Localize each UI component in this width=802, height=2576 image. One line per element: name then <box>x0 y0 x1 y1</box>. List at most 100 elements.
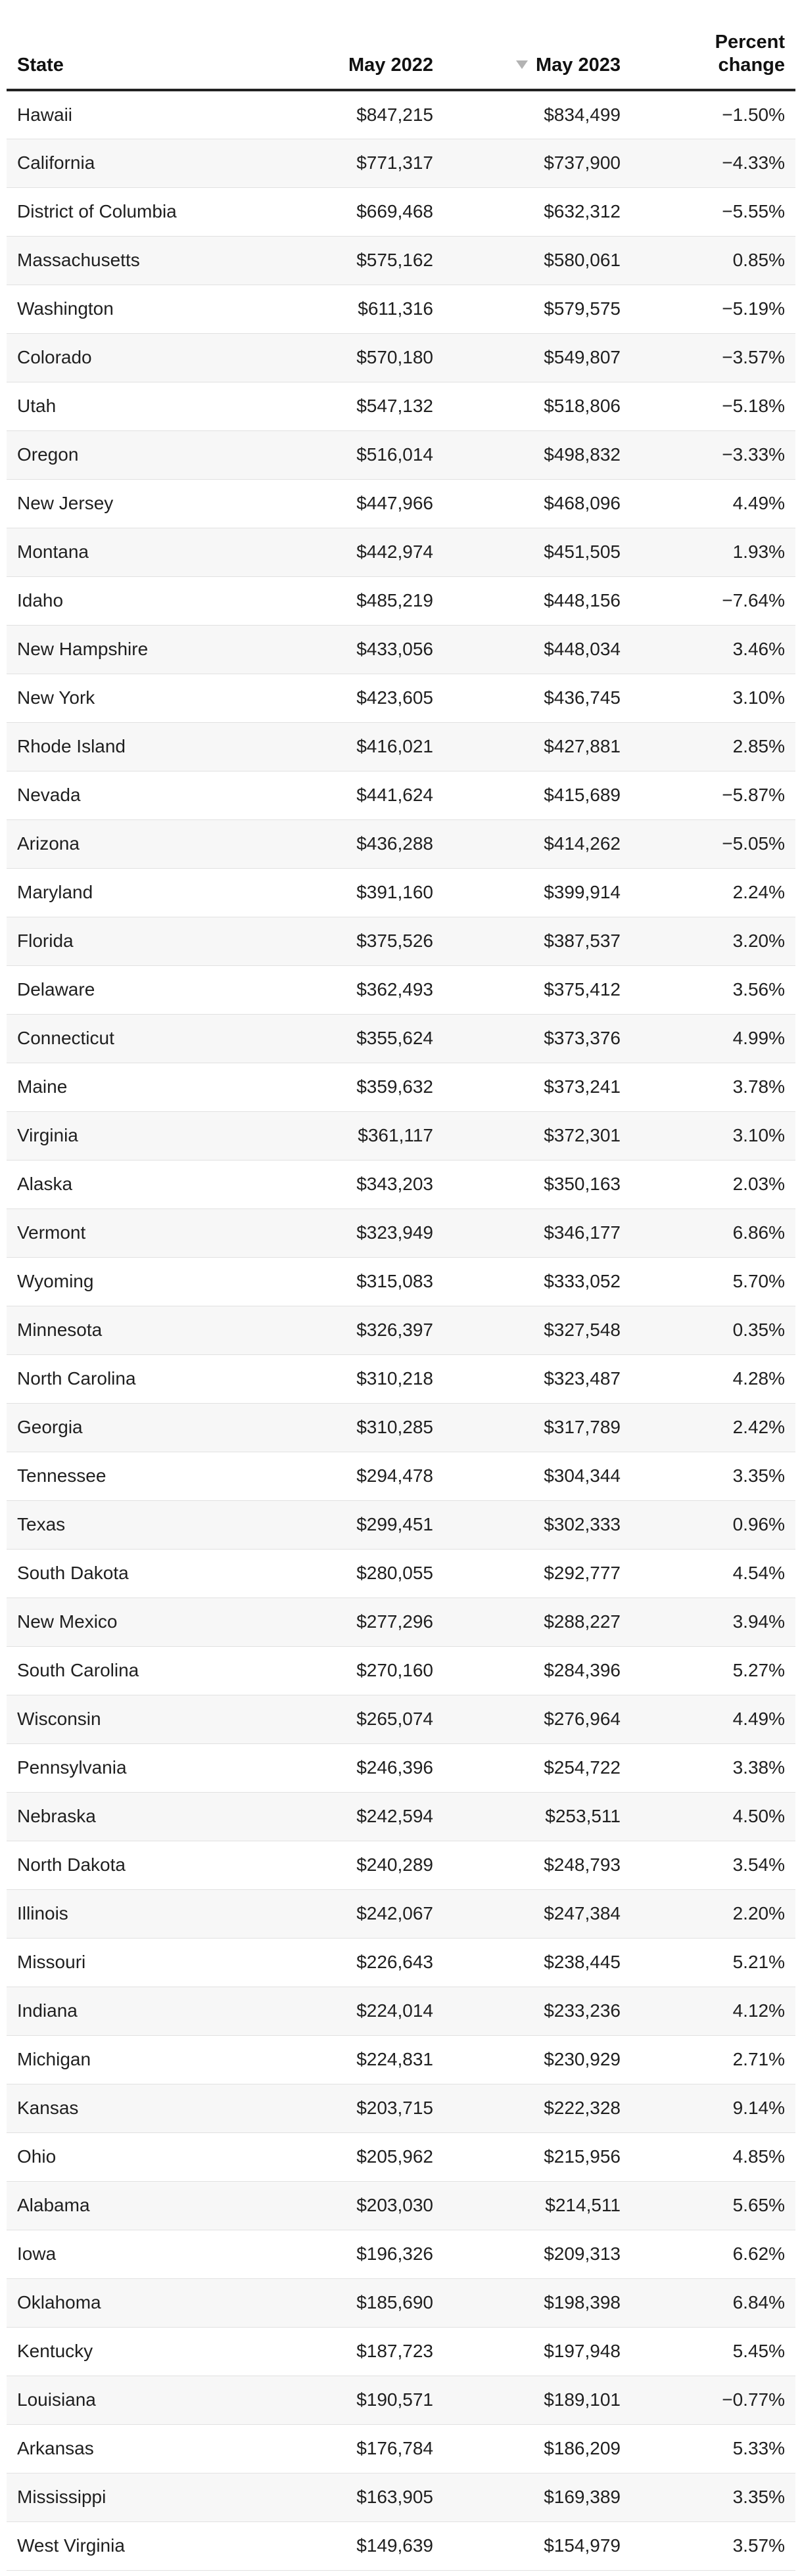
may-2022-cell: $226,643 <box>266 1938 444 1987</box>
percent-change-cell: 3.35% <box>631 2473 795 2522</box>
may-2022-cell: $280,055 <box>266 1549 444 1598</box>
table-row: South Carolina $270,160 $284,396 5.27% <box>7 1646 795 1695</box>
percent-change-cell: 2.42% <box>631 1403 795 1452</box>
table-row: Arizona $436,288 $414,262 −5.05% <box>7 819 795 869</box>
state-cell: New York <box>7 674 266 723</box>
may-2022-cell: $265,074 <box>266 1695 444 1744</box>
may-2022-cell: $326,397 <box>266 1306 444 1355</box>
table-row: New Hampshire $433,056 $448,034 3.46% <box>7 625 795 674</box>
may-2023-cell: $579,575 <box>444 285 631 334</box>
may-2023-cell: $427,881 <box>444 722 631 771</box>
percent-change-cell: 3.38% <box>631 1743 795 1793</box>
column-header-state[interactable]: State <box>7 0 266 91</box>
table-row: New Mexico $277,296 $288,227 3.94% <box>7 1598 795 1647</box>
table-row: Delaware $362,493 $375,412 3.56% <box>7 965 795 1015</box>
percent-change-cell: 3.10% <box>631 1111 795 1161</box>
percent-change-cell: 5.45% <box>631 2327 795 2376</box>
may-2022-cell: $185,690 <box>266 2278 444 2328</box>
table-row: New Jersey $447,966 $468,096 4.49% <box>7 479 795 528</box>
header-row: State May 2022 May 2023 Percent change <box>7 0 795 91</box>
may-2022-cell: $611,316 <box>266 285 444 334</box>
table-row: West Virginia $149,639 $154,979 3.57% <box>7 2521 795 2571</box>
table-row: Colorado $570,180 $549,807 −3.57% <box>7 333 795 382</box>
state-cell: Oregon <box>7 430 266 480</box>
percent-change-cell: −5.05% <box>631 819 795 869</box>
home-values-table: State May 2022 May 2023 Percent change Ha… <box>7 0 795 2571</box>
state-cell: New Jersey <box>7 479 266 528</box>
percent-change-cell: 3.20% <box>631 917 795 966</box>
may-2022-cell: $447,966 <box>266 479 444 528</box>
table-row: District of Columbia $669,468 $632,312 −5.5… <box>7 187 795 237</box>
table-row: Iowa $196,326 $209,313 6.62% <box>7 2230 795 2279</box>
may-2022-cell: $149,639 <box>266 2521 444 2571</box>
state-cell: New Hampshire <box>7 625 266 674</box>
state-cell: Mississippi <box>7 2473 266 2522</box>
table-body: Hawaii $847,215 $834,499 −1.50% California $7… <box>7 90 795 2571</box>
state-cell: Rhode Island <box>7 722 266 771</box>
may-2023-cell: $284,396 <box>444 1646 631 1695</box>
may-2023-cell: $346,177 <box>444 1208 631 1258</box>
may-2023-cell: $292,777 <box>444 1549 631 1598</box>
percent-change-cell: 3.94% <box>631 1598 795 1647</box>
column-header-may-2022-label: May 2022 <box>348 55 433 76</box>
percent-change-cell: 5.27% <box>631 1646 795 1695</box>
may-2023-cell: $189,101 <box>444 2376 631 2425</box>
may-2023-cell: $327,548 <box>444 1306 631 1355</box>
may-2023-cell: $415,689 <box>444 771 631 820</box>
may-2023-cell: $169,389 <box>444 2473 631 2522</box>
may-2022-cell: $240,289 <box>266 1841 444 1890</box>
may-2023-cell: $253,511 <box>444 1792 631 1841</box>
table-row: Tennessee $294,478 $304,344 3.35% <box>7 1452 795 1501</box>
may-2022-cell: $270,160 <box>266 1646 444 1695</box>
state-cell: Georgia <box>7 1403 266 1452</box>
column-header-may-2023[interactable]: May 2023 <box>444 0 631 91</box>
may-2023-cell: $448,156 <box>444 576 631 626</box>
percent-change-cell: 5.70% <box>631 1257 795 1306</box>
percent-change-cell: 0.35% <box>631 1306 795 1355</box>
table-row: Texas $299,451 $302,333 0.96% <box>7 1500 795 1550</box>
may-2023-cell: $215,956 <box>444 2132 631 2182</box>
may-2022-cell: $375,526 <box>266 917 444 966</box>
state-cell: South Dakota <box>7 1549 266 1598</box>
percent-change-cell: 4.49% <box>631 1695 795 1744</box>
percent-change-cell: −5.55% <box>631 187 795 237</box>
may-2022-cell: $176,784 <box>266 2424 444 2473</box>
may-2023-cell: $350,163 <box>444 1160 631 1209</box>
state-cell: Louisiana <box>7 2376 266 2425</box>
percent-change-cell: 2.85% <box>631 722 795 771</box>
state-cell: Utah <box>7 382 266 431</box>
percent-change-cell: −1.50% <box>631 90 795 139</box>
state-cell: Illinois <box>7 1889 266 1939</box>
table-row: Alaska $343,203 $350,163 2.03% <box>7 1160 795 1209</box>
may-2023-cell: $198,398 <box>444 2278 631 2328</box>
column-header-state-label: State <box>17 55 64 76</box>
percent-change-cell: 4.54% <box>631 1549 795 1598</box>
may-2022-cell: $575,162 <box>266 236 444 285</box>
state-cell: Colorado <box>7 333 266 382</box>
may-2022-cell: $277,296 <box>266 1598 444 1647</box>
may-2023-cell: $238,445 <box>444 1938 631 1987</box>
percent-change-cell: 0.96% <box>631 1500 795 1550</box>
state-cell: Tennessee <box>7 1452 266 1501</box>
table-row: California $771,317 $737,900 −4.33% <box>7 139 795 188</box>
may-2023-cell: $387,537 <box>444 917 631 966</box>
state-cell: Maine <box>7 1063 266 1112</box>
may-2023-cell: $186,209 <box>444 2424 631 2473</box>
table-row: Nebraska $242,594 $253,511 4.50% <box>7 1792 795 1841</box>
column-header-percent-change[interactable]: Percent change <box>631 0 795 91</box>
table-row: Rhode Island $416,021 $427,881 2.85% <box>7 722 795 771</box>
table-header: State May 2022 May 2023 Percent change <box>7 0 795 91</box>
may-2022-cell: $246,396 <box>266 1743 444 1793</box>
may-2022-cell: $315,083 <box>266 1257 444 1306</box>
column-header-may-2022[interactable]: May 2022 <box>266 0 444 91</box>
may-2022-cell: $516,014 <box>266 430 444 480</box>
table-row: Kansas $203,715 $222,328 9.14% <box>7 2084 795 2133</box>
table-row: Missouri $226,643 $238,445 5.21% <box>7 1938 795 1987</box>
may-2022-cell: $362,493 <box>266 965 444 1015</box>
state-cell: Minnesota <box>7 1306 266 1355</box>
state-cell: Nebraska <box>7 1792 266 1841</box>
may-2023-cell: $436,745 <box>444 674 631 723</box>
may-2022-cell: $361,117 <box>266 1111 444 1161</box>
may-2023-cell: $254,722 <box>444 1743 631 1793</box>
table-row: Minnesota $326,397 $327,548 0.35% <box>7 1306 795 1355</box>
